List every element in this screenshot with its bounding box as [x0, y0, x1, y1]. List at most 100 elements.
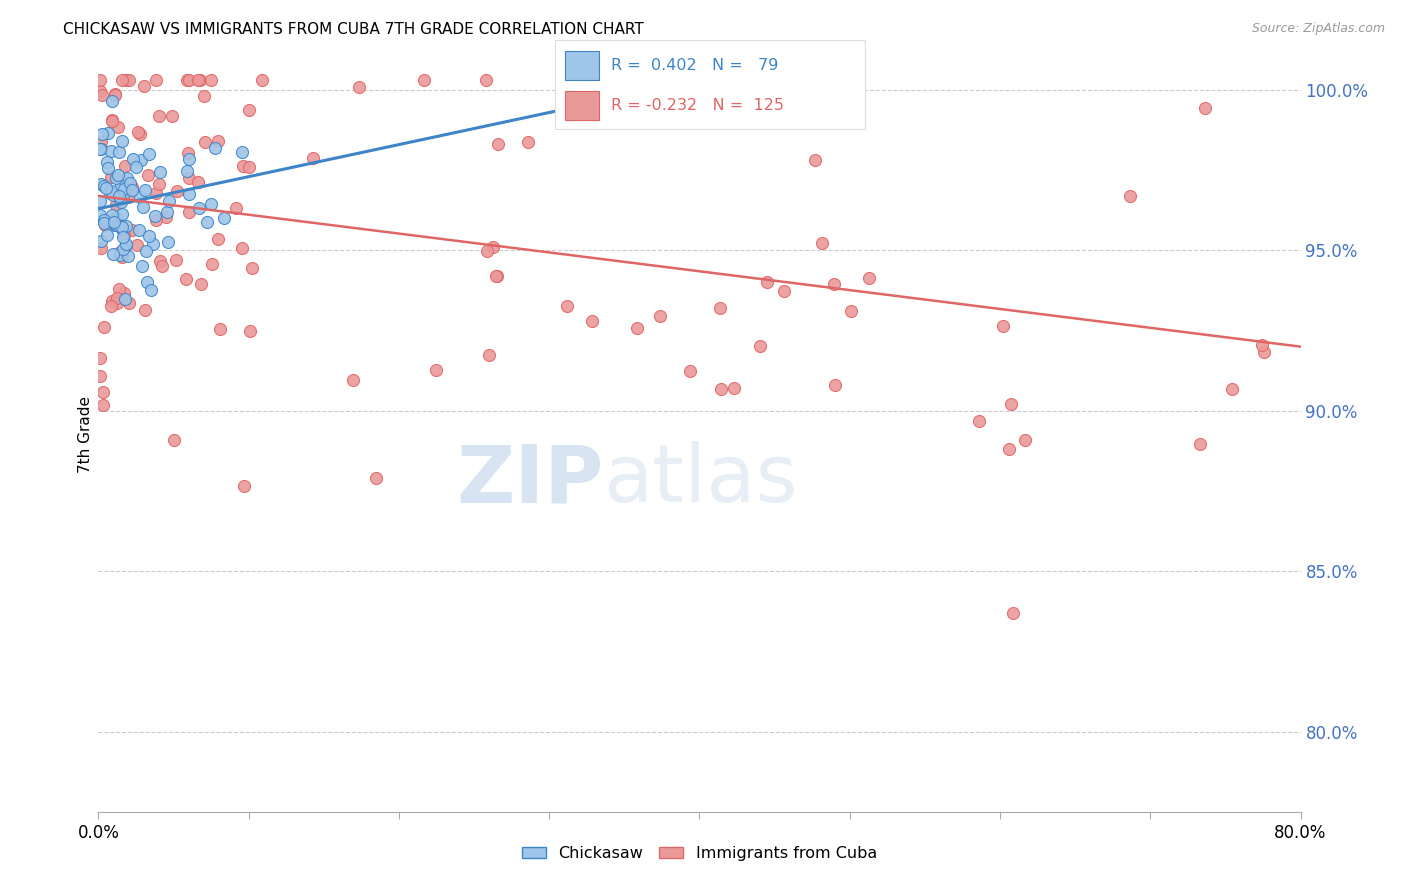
Point — [101, 208, 124, 222]
Point — [201, 257, 224, 271]
Point — [238, 103, 260, 117]
Point — [114, 186, 136, 201]
Point — [121, 223, 143, 237]
Point — [188, 202, 211, 216]
Point — [105, 291, 128, 305]
Point — [97, 161, 120, 176]
Point — [117, 190, 139, 204]
Point — [555, 299, 578, 313]
Point — [108, 189, 131, 203]
Point — [1000, 397, 1022, 411]
Point — [108, 245, 131, 260]
Point — [349, 80, 371, 95]
Point — [194, 136, 217, 150]
Point — [626, 321, 648, 335]
Point — [232, 159, 254, 173]
Point — [756, 275, 779, 289]
Point — [475, 244, 498, 258]
Point — [1194, 101, 1216, 115]
Point — [100, 144, 122, 158]
Point — [581, 313, 603, 327]
FancyBboxPatch shape — [565, 91, 599, 120]
Point — [127, 125, 149, 139]
Point — [156, 205, 179, 219]
Point — [486, 268, 509, 283]
Point — [122, 152, 145, 166]
Point — [111, 242, 134, 256]
Point — [679, 364, 702, 378]
Point — [114, 159, 136, 173]
Point — [165, 253, 187, 268]
Point — [91, 398, 114, 412]
Point — [104, 211, 127, 226]
Point — [120, 177, 142, 191]
Point — [105, 296, 128, 310]
Point — [1014, 433, 1036, 447]
Point — [179, 73, 201, 87]
Point — [425, 363, 447, 377]
Point — [93, 213, 115, 227]
Point — [231, 241, 253, 255]
Point — [104, 87, 127, 102]
Text: R =  0.402   N =   79: R = 0.402 N = 79 — [612, 58, 779, 73]
Y-axis label: 7th Grade: 7th Grade — [77, 396, 93, 474]
Point — [131, 259, 153, 273]
Point — [187, 73, 209, 87]
Point — [135, 244, 157, 259]
Point — [858, 271, 880, 285]
Point — [342, 373, 364, 387]
Point — [91, 384, 114, 399]
Point — [115, 238, 138, 252]
Point — [111, 220, 134, 235]
Point — [128, 223, 150, 237]
Point — [101, 113, 124, 128]
Point — [177, 186, 200, 201]
Text: Source: ZipAtlas.com: Source: ZipAtlas.com — [1251, 22, 1385, 36]
Point — [107, 282, 129, 296]
Point — [177, 145, 200, 160]
Point — [132, 79, 155, 94]
Point — [134, 183, 156, 197]
Point — [730, 106, 752, 120]
Point — [150, 259, 173, 273]
Point — [166, 185, 188, 199]
Point — [108, 248, 131, 262]
Point — [89, 73, 111, 87]
Point — [101, 247, 124, 261]
Point — [114, 292, 136, 306]
Point — [650, 310, 672, 324]
Point — [96, 155, 118, 169]
Point — [89, 368, 111, 383]
Point — [155, 210, 177, 224]
Point — [145, 212, 167, 227]
Point — [142, 236, 165, 251]
Point — [110, 195, 132, 210]
Point — [149, 254, 172, 268]
Point — [145, 73, 167, 87]
Point — [111, 250, 134, 264]
Point — [1189, 437, 1212, 451]
Point — [129, 153, 152, 167]
Point — [485, 269, 508, 284]
Point — [91, 128, 114, 142]
Point — [112, 230, 135, 244]
Point — [93, 320, 115, 334]
Point — [162, 109, 184, 123]
Point — [89, 208, 111, 222]
Point — [134, 302, 156, 317]
Point — [823, 277, 845, 291]
Point — [967, 414, 990, 428]
Point — [103, 215, 125, 229]
Point — [138, 147, 160, 161]
Point — [238, 160, 260, 174]
Point — [90, 177, 112, 191]
Point — [200, 197, 222, 211]
Point — [90, 88, 112, 103]
Point — [107, 120, 129, 135]
Point — [101, 293, 124, 308]
Text: CHICKASAW VS IMMIGRANTS FROM CUBA 7TH GRADE CORRELATION CHART: CHICKASAW VS IMMIGRANTS FROM CUBA 7TH GR… — [63, 22, 644, 37]
Point — [197, 215, 219, 229]
Point — [104, 219, 127, 233]
Point — [89, 142, 111, 156]
Point — [104, 87, 127, 101]
